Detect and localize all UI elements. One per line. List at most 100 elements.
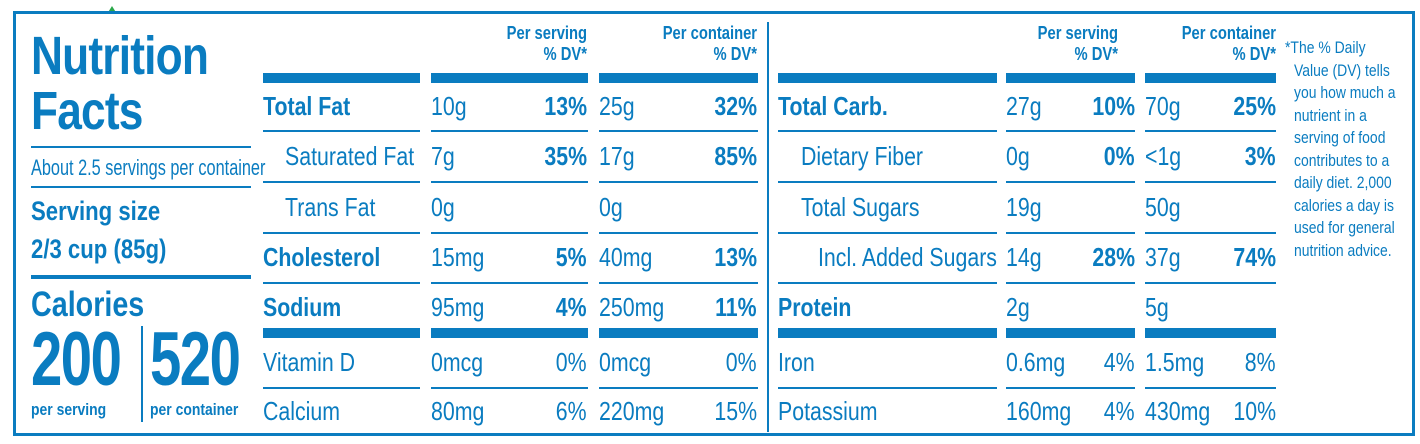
right-header-bar-name	[778, 73, 997, 83]
container-dv: 13%	[714, 242, 757, 272]
nutrient-name: Total Fat	[263, 91, 351, 121]
row-rule	[778, 232, 997, 234]
container-amount: 0mcg	[599, 347, 652, 377]
nutrient-name: Total Sugars	[801, 192, 920, 222]
title-nutrition: Nutrition	[31, 26, 209, 86]
serving-amount: 7g	[431, 141, 455, 171]
container-dv	[1180, 292, 1276, 322]
left-header-bar-serving	[431, 73, 588, 83]
serving-amount: 15mg	[431, 242, 485, 272]
calories-per-serving-value: 200	[31, 317, 122, 402]
row-rule	[1145, 387, 1276, 389]
serving-dv: 35%	[544, 141, 587, 171]
row-rule	[1145, 232, 1276, 234]
calories-per-container-value: 520	[150, 317, 241, 402]
serving-dv: 4%	[1104, 347, 1135, 377]
container-amount: 0g	[599, 192, 623, 222]
row-rule	[431, 232, 588, 234]
nutrient-name: Saturated Fat	[285, 141, 415, 171]
mineral-section-bar	[778, 328, 997, 338]
left-header-bar-container	[599, 73, 758, 83]
container-dv: 8%	[1245, 347, 1276, 377]
container-amount: 70g	[1145, 91, 1181, 121]
serving-size-label: Serving size	[31, 196, 161, 226]
serving-amount: 95mg	[431, 292, 485, 322]
serving-size-rule	[31, 275, 251, 279]
center-divider	[767, 22, 769, 432]
nutrient-name: Total Carb.	[778, 91, 888, 121]
nutrient-name: Protein	[778, 292, 852, 322]
serving-amount: 0g	[1006, 141, 1030, 171]
serving-dv	[1040, 292, 1135, 322]
vitamin-section-bar	[263, 328, 420, 338]
vitamin-section-bar	[431, 328, 588, 338]
right-header-bar-serving	[1006, 73, 1135, 83]
servings-per-container: About 2.5 servings per container	[31, 155, 266, 180]
nutrition-facts-label	[13, 11, 1415, 436]
row-rule	[1006, 232, 1135, 234]
row-rule	[431, 130, 588, 132]
row-rule	[599, 387, 758, 389]
mineral-section-bar	[1006, 328, 1135, 338]
row-rule	[778, 130, 997, 132]
row-rule	[1006, 130, 1135, 132]
row-rule	[778, 282, 997, 284]
serving-dv: 0%	[556, 347, 587, 377]
nutrient-name: Sodium	[263, 292, 342, 322]
row-rule	[431, 282, 588, 284]
serving-dv: 13%	[544, 91, 587, 121]
row-rule	[1006, 282, 1135, 284]
serving-dv: 4%	[556, 292, 587, 322]
container-amount: 1.5mg	[1145, 347, 1205, 377]
serving-dv: 10%	[1092, 91, 1135, 121]
serving-amount: 0g	[431, 192, 455, 222]
nutrient-name: Vitamin D	[263, 347, 356, 377]
container-dv: 11%	[715, 292, 757, 322]
row-rule	[1145, 181, 1276, 183]
serving-amount: 0.6mg	[1006, 347, 1066, 377]
serving-amount: 160mg	[1006, 396, 1072, 426]
mineral-section-bar	[1145, 328, 1276, 338]
container-amount: 25g	[599, 91, 635, 121]
row-rule	[778, 181, 997, 183]
row-rule	[778, 387, 997, 389]
row-rule	[599, 130, 758, 132]
nutrient-name: Incl. Added Sugars	[818, 242, 997, 272]
title-rule	[31, 146, 251, 148]
serving-dv	[480, 192, 587, 222]
right-header-bar-container	[1145, 73, 1276, 83]
container-dv: 10%	[1233, 396, 1276, 426]
container-dv: 3%	[1245, 141, 1276, 171]
row-rule	[599, 181, 758, 183]
container-dv: 15%	[714, 396, 757, 426]
container-amount: 5g	[1145, 292, 1169, 322]
row-rule	[1006, 181, 1135, 183]
left-header-per-container: Per container % DV*	[662, 23, 757, 64]
serving-dv	[1040, 192, 1135, 222]
container-dv: 85%	[714, 141, 757, 171]
row-rule	[263, 387, 420, 389]
serving-dv: 0%	[1104, 141, 1135, 171]
brand-mark-icon	[107, 6, 117, 14]
title-facts: Facts	[31, 81, 143, 141]
servings-rule	[31, 186, 251, 188]
left-header-bar-name	[263, 73, 420, 83]
container-amount: 50g	[1145, 192, 1181, 222]
container-amount: 430mg	[1145, 396, 1211, 426]
row-rule	[431, 387, 588, 389]
serving-amount: 2g	[1006, 292, 1030, 322]
nutrient-name: Potassium	[778, 396, 878, 426]
container-amount: 250mg	[599, 292, 665, 322]
calories-divider	[141, 326, 143, 422]
calories-per-serving-label: per serving	[31, 400, 107, 419]
container-amount: 37g	[1145, 242, 1181, 272]
right-header-per-serving: Per serving % DV*	[1037, 23, 1118, 64]
calories-label: Calories	[31, 285, 145, 324]
row-rule	[263, 181, 420, 183]
container-dv: 32%	[714, 91, 757, 121]
container-dv: 0%	[726, 347, 757, 377]
serving-amount: 10g	[431, 91, 467, 121]
serving-dv: 4%	[1104, 396, 1135, 426]
row-rule	[263, 130, 420, 132]
daily-value-footnote: *The % Daily Value (DV) tells you how mu…	[1285, 38, 1396, 260]
